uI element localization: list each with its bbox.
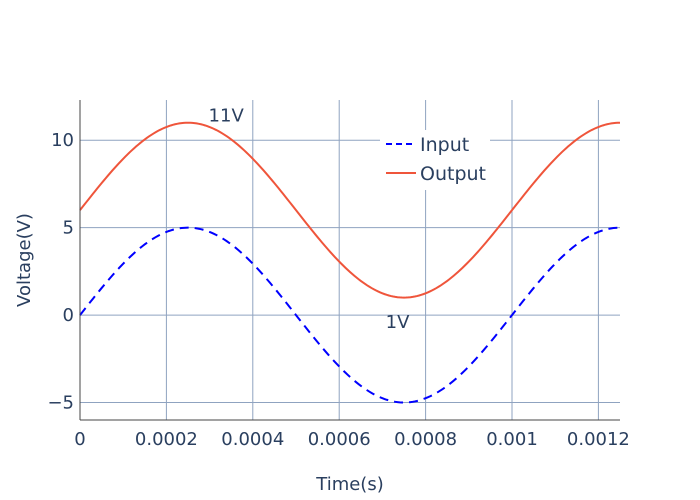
series-layer: [79, 121, 621, 404]
annotation-label: 1V: [386, 312, 410, 333]
x-tick-label: 0.001: [486, 429, 538, 450]
x-tick-label: 0.0002: [135, 429, 198, 450]
x-tick-label: 0.0012: [567, 429, 630, 450]
legend-label-input[interactable]: Input: [420, 134, 469, 156]
grid: [80, 100, 620, 420]
series-output-line: [79, 121, 621, 299]
x-tick-label: 0.0004: [221, 429, 284, 450]
x-tick-label: 0: [74, 429, 85, 450]
x-tick-label: 0.0008: [394, 429, 457, 450]
legend-label-output[interactable]: Output: [420, 163, 486, 185]
tick-labels: 0 0.0002 0.0004 0.0006 0.0008 0.001 0.0012−505…: [47, 130, 629, 450]
annotations: 11V 1V: [209, 106, 411, 333]
series-input-line: [79, 226, 621, 404]
axes: [79, 100, 620, 421]
legend-background: [380, 130, 490, 190]
y-tick-label: 10: [51, 130, 74, 151]
y-tick-label: −5: [47, 393, 74, 414]
x-tick-label: 0.0006: [308, 429, 371, 450]
x-axis-title: Time(s): [315, 474, 383, 495]
y-tick-label: 0: [63, 305, 74, 326]
annotation-label: 11V: [209, 106, 245, 127]
y-axis-title: Voltage(V): [14, 213, 35, 307]
legend[interactable]: Input Output: [380, 130, 490, 190]
y-tick-label: 5: [63, 218, 74, 239]
